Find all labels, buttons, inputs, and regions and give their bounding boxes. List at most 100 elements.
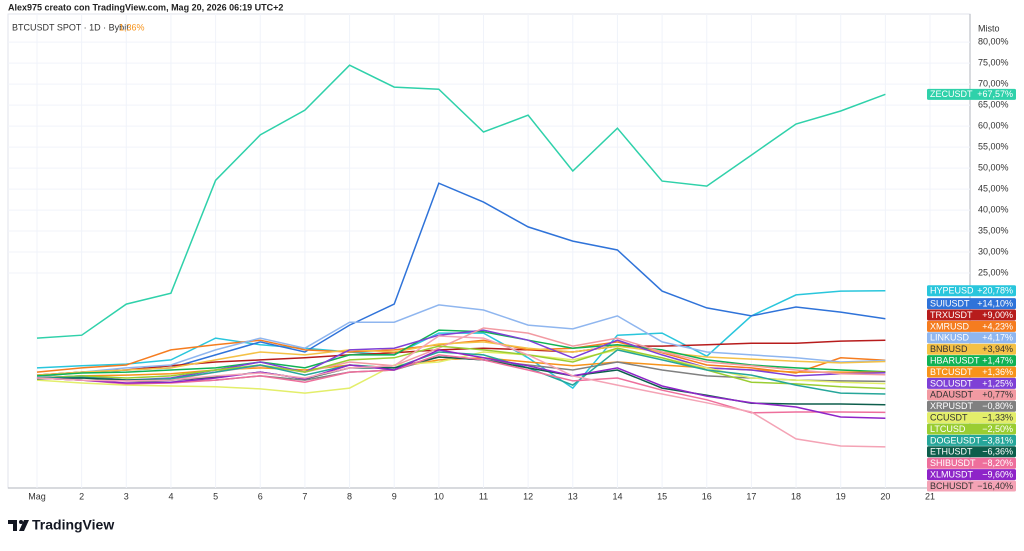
value-label: −3,81% bbox=[982, 435, 1013, 445]
label-box bbox=[927, 412, 1016, 424]
series-name: ZECUSDT bbox=[930, 89, 973, 99]
y-tick-label: 40,00% bbox=[978, 204, 1009, 214]
series bbox=[36, 345, 886, 390]
label-box bbox=[927, 285, 1016, 297]
series-name: ADAUSDT bbox=[930, 390, 974, 400]
label-box bbox=[927, 320, 1016, 332]
line bbox=[36, 304, 886, 378]
series-name: SUIUSDT bbox=[930, 298, 970, 308]
series-name: LTCUSD bbox=[930, 424, 966, 434]
x-tick-label: 21 bbox=[925, 491, 935, 501]
y-tick-label: 35,00% bbox=[978, 225, 1009, 235]
x-tick-label: 3 bbox=[124, 491, 129, 501]
label-box bbox=[927, 423, 1016, 435]
x-tick-label: 16 bbox=[702, 491, 712, 501]
line bbox=[36, 329, 886, 377]
value-label: +0,77% bbox=[982, 390, 1013, 400]
value-label: +14,10% bbox=[977, 298, 1013, 308]
series bbox=[36, 329, 886, 377]
series-name: LINKUSD bbox=[930, 333, 970, 343]
series-name: SHIBUSDT bbox=[930, 458, 976, 468]
x-tick-label: 17 bbox=[746, 491, 756, 501]
series-name: CCUSDT bbox=[930, 412, 968, 422]
value-label: −6,36% bbox=[982, 447, 1013, 457]
credit: Alex975 creato con TradingView.com, Mag … bbox=[8, 2, 283, 12]
x-tick-label: 12 bbox=[523, 491, 533, 501]
series-name: TRXUSDT bbox=[930, 310, 973, 320]
value-label: +1,47% bbox=[982, 355, 1013, 365]
y-tick-label: 45,00% bbox=[978, 183, 1009, 193]
value-label: +3,94% bbox=[982, 344, 1013, 354]
y-tick-label: 60,00% bbox=[978, 120, 1009, 130]
label-box bbox=[927, 389, 1016, 401]
x-tick-label: 7 bbox=[302, 491, 307, 501]
y-tick-label: 80,00% bbox=[978, 37, 1009, 47]
series bbox=[36, 304, 886, 378]
value-label: +9,00% bbox=[982, 310, 1013, 320]
x-tick-label: Mag bbox=[28, 491, 46, 501]
label-box bbox=[927, 377, 1016, 389]
label-box bbox=[927, 457, 1016, 469]
x-tick-label: 11 bbox=[479, 491, 488, 501]
value-label: +1,36% bbox=[982, 367, 1013, 377]
series-name: XLMUSDT bbox=[930, 469, 974, 479]
series bbox=[36, 329, 886, 381]
line bbox=[36, 335, 886, 448]
value-label: +4,17% bbox=[982, 333, 1013, 343]
label-box bbox=[927, 366, 1016, 378]
x-tick-label: 15 bbox=[657, 491, 667, 501]
x-tick-label: 14 bbox=[612, 491, 622, 501]
value-label: −2,50% bbox=[982, 424, 1013, 434]
x-tick-label: 13 bbox=[568, 491, 578, 501]
y-tick-label: 65,00% bbox=[978, 99, 1009, 109]
label-box bbox=[927, 446, 1016, 458]
line bbox=[36, 341, 886, 376]
label-box bbox=[927, 332, 1016, 344]
label-box bbox=[927, 309, 1016, 321]
label-box bbox=[927, 469, 1016, 481]
value-label: −8,20% bbox=[982, 458, 1013, 468]
line bbox=[36, 339, 886, 376]
logo: TradingView bbox=[32, 517, 114, 533]
logo-icon bbox=[8, 520, 29, 531]
x-tick-label: 10 bbox=[434, 491, 444, 501]
label-box bbox=[927, 480, 1016, 492]
series-name: HYPEUSD bbox=[930, 286, 974, 296]
series-name: XRPUSDT bbox=[930, 401, 974, 411]
line bbox=[36, 64, 886, 339]
symbol-change: 1,36% bbox=[119, 22, 145, 32]
y-tick-label: 75,00% bbox=[978, 57, 1009, 67]
y-tick-label: 30,00% bbox=[978, 246, 1009, 256]
x-tick-label: 9 bbox=[392, 491, 397, 501]
x-tick-label: 19 bbox=[836, 491, 846, 501]
value-label: −16,40% bbox=[977, 481, 1013, 491]
series bbox=[36, 341, 886, 376]
y-tick-label: 70,00% bbox=[978, 78, 1009, 88]
label-box bbox=[927, 400, 1016, 412]
value-label: +4,23% bbox=[982, 321, 1013, 331]
x-tick-label: 6 bbox=[258, 491, 263, 501]
series-name: BCHUSDT bbox=[930, 481, 974, 491]
value-label: +20,78% bbox=[977, 286, 1013, 296]
value-label: +67,57% bbox=[977, 89, 1013, 99]
line bbox=[36, 349, 886, 420]
series-name: DOGEUSDT bbox=[930, 435, 982, 445]
x-tick-label: 4 bbox=[168, 491, 173, 501]
x-tick-label: 20 bbox=[880, 491, 890, 501]
plot-area bbox=[7, 13, 971, 489]
series-name: HBARUSDT bbox=[930, 355, 980, 365]
series bbox=[36, 335, 886, 448]
series-name: SOLUSDT bbox=[930, 378, 973, 388]
value-label: −1,33% bbox=[982, 412, 1013, 422]
value-label: −9,60% bbox=[982, 469, 1013, 479]
value-label: −0,80% bbox=[982, 401, 1013, 411]
series bbox=[36, 339, 886, 376]
symbol: BTCUSDT SPOT · 1D · Bybit bbox=[12, 22, 129, 32]
x-tick-label: 8 bbox=[347, 491, 352, 501]
series bbox=[36, 349, 886, 420]
x-tick-label: 5 bbox=[213, 491, 218, 501]
label-box bbox=[927, 434, 1016, 446]
line bbox=[36, 345, 886, 390]
series-name: BTCUSDT bbox=[930, 367, 973, 377]
